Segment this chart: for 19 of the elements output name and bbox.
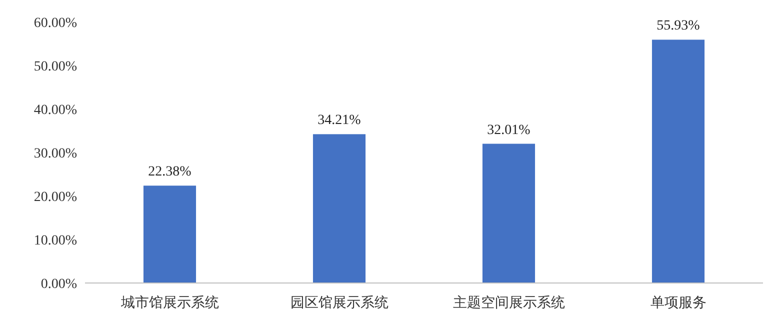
y-tick-label: 20.00% xyxy=(34,190,78,205)
bar xyxy=(143,186,196,283)
data-label: 22.38% xyxy=(148,164,192,180)
y-tick-label: 0.00% xyxy=(40,276,78,292)
x-tick-label: 城市馆展示系统 xyxy=(120,295,219,311)
x-tick-label: 单项服务 xyxy=(650,295,706,311)
bar xyxy=(652,40,705,283)
data-label: 32.01% xyxy=(487,122,531,138)
data-label: 55.93% xyxy=(656,18,700,34)
y-tick-label: 10.00% xyxy=(34,233,78,248)
data-label: 34.21% xyxy=(318,113,362,128)
y-tick-label: 40.00% xyxy=(34,102,78,118)
x-tick-label: 园区馆展示系统 xyxy=(290,295,388,311)
bar xyxy=(312,134,366,283)
y-tick-label: 30.00% xyxy=(34,146,78,162)
y-tick-label: 60.00% xyxy=(34,16,78,31)
bar xyxy=(482,144,536,283)
y-tick-label: 50.00% xyxy=(34,59,78,74)
x-tick-label: 主题空间展示系统 xyxy=(452,295,565,311)
